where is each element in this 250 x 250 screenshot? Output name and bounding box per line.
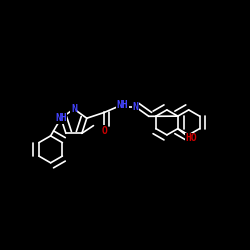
Text: HO: HO [186,133,197,143]
Text: NH: NH [117,100,128,110]
Text: N: N [71,104,77,114]
Text: NH: NH [55,113,67,123]
Text: O: O [101,126,107,136]
Text: N: N [132,102,138,112]
